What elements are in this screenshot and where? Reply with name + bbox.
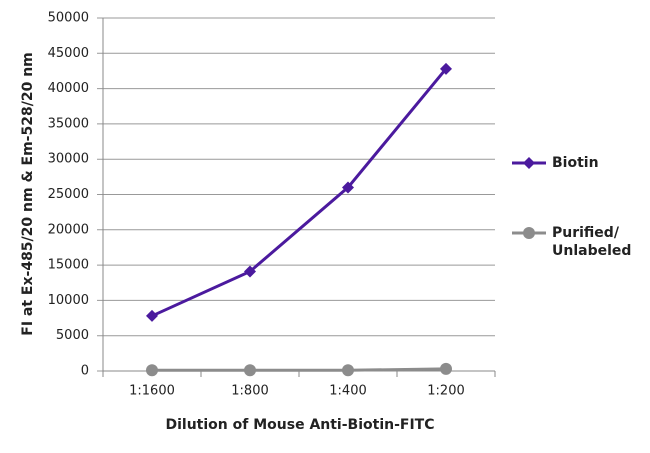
y-tick-label: 50000 — [48, 11, 89, 26]
y-tick-label: 25000 — [48, 187, 89, 202]
y-tick-label: 15000 — [48, 258, 89, 273]
data-point — [342, 364, 354, 377]
data-point — [146, 364, 158, 377]
data-point — [440, 362, 452, 375]
legend-label: Biotin — [552, 155, 599, 171]
x-axis-title: Dilution of Mouse Anti-Biotin-FITC — [166, 417, 435, 433]
y-tick-label: 20000 — [48, 222, 89, 237]
legend-marker — [523, 157, 535, 169]
legend-label: Purified/Unlabeled — [552, 225, 631, 259]
x-tick-label: 1:200 — [427, 384, 464, 399]
y-tick-label: 10000 — [48, 293, 89, 308]
data-point — [146, 309, 158, 322]
data-point — [244, 265, 256, 278]
y-tick-label: 30000 — [48, 152, 89, 167]
y-tick-label: 0 — [81, 364, 89, 379]
x-tick-label: 1:400 — [329, 384, 366, 399]
series-line — [152, 367, 447, 372]
y-tick-label: 45000 — [48, 46, 89, 61]
data-point — [244, 364, 256, 377]
series-line — [151, 67, 448, 318]
legend-marker — [523, 227, 535, 239]
y-tick-label: 35000 — [48, 116, 89, 131]
data-point — [440, 62, 452, 75]
y-tick-label: 40000 — [48, 81, 89, 96]
data-point — [342, 181, 354, 194]
x-tick-label: 1:800 — [231, 384, 268, 399]
y-axis-title: FI at Ex-485/20 nm & Em-528/20 nm — [20, 52, 36, 335]
x-tick-label: 1:1600 — [129, 384, 175, 399]
y-tick-label: 5000 — [56, 328, 89, 343]
